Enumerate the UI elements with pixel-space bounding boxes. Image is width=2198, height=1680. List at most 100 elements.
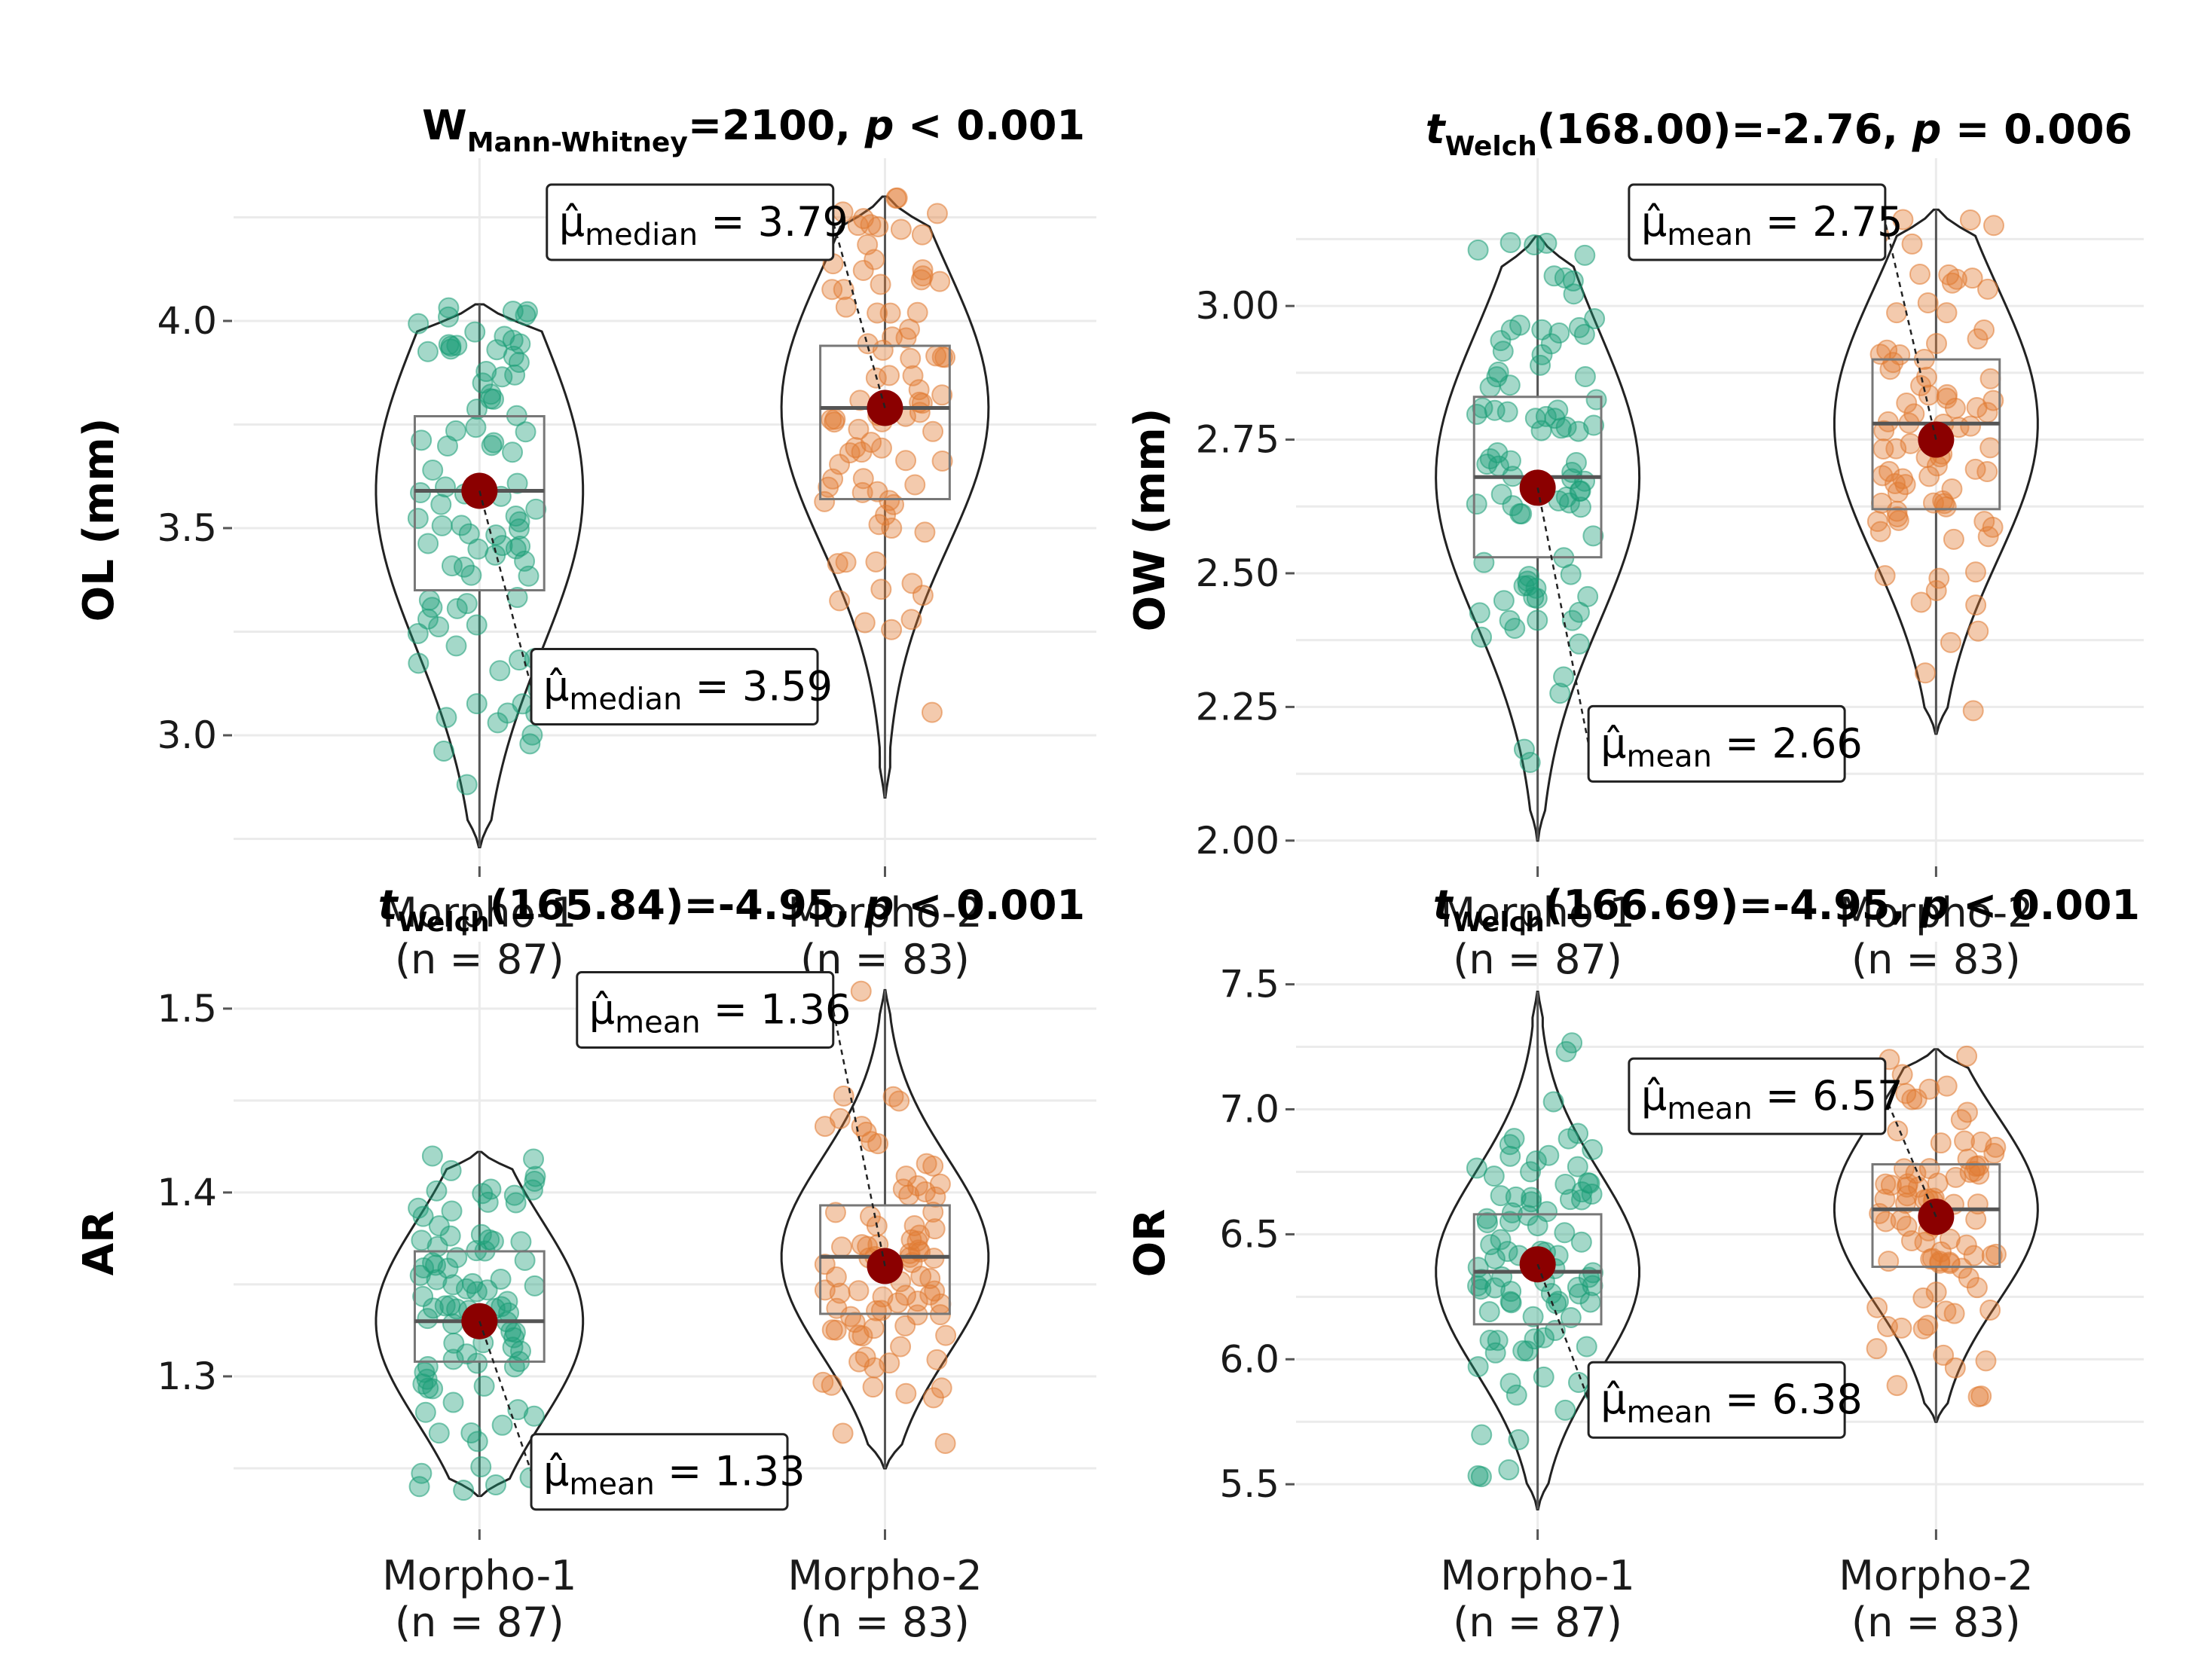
- data-point: [446, 597, 468, 619]
- data-point: [1973, 319, 1995, 341]
- data-point: [417, 341, 439, 362]
- data-point: [827, 553, 848, 575]
- data-point: [1549, 683, 1571, 704]
- data-point: [440, 338, 462, 360]
- data-point: [422, 1297, 444, 1319]
- data-point: [1521, 1191, 1542, 1213]
- x-n-label: (n = 87): [395, 1599, 564, 1646]
- x-n-label: (n = 83): [1851, 1599, 2021, 1646]
- mu-value: = 1.36: [701, 986, 851, 1034]
- data-point: [1533, 1366, 1554, 1388]
- label-text: μ̂mean = 1.36: [589, 986, 851, 1040]
- data-point: [1560, 564, 1582, 585]
- data-point: [890, 1336, 912, 1358]
- stat-symbol: t: [1426, 105, 1447, 153]
- data-point: [414, 1401, 436, 1423]
- data-point: [833, 1085, 854, 1107]
- data-point: [417, 608, 439, 630]
- data-point: [1958, 1267, 1979, 1289]
- x-category-label: Morpho-1: [382, 889, 576, 936]
- label-leader: [1884, 1095, 1937, 1217]
- data-point: [518, 565, 540, 587]
- data-point: [882, 326, 903, 348]
- data-point: [1467, 1356, 1489, 1378]
- data-point: [1548, 322, 1570, 344]
- data-point: [1501, 1202, 1523, 1223]
- data-point: [466, 399, 488, 420]
- data-point: [1502, 495, 1524, 517]
- stat-symbol: t: [378, 881, 399, 929]
- data-point: [832, 1422, 854, 1444]
- data-point: [408, 1476, 430, 1498]
- y-axis-title: OL (mm): [75, 418, 124, 622]
- mu-hat: μ̂: [543, 663, 569, 710]
- data-point: [1939, 1253, 1961, 1275]
- data-point: [1568, 601, 1590, 623]
- stat-value: (168.00)=-2.76,: [1537, 105, 1912, 153]
- data-point: [1467, 1465, 1489, 1486]
- data-point: [1909, 264, 1931, 286]
- data-point: [1503, 1128, 1525, 1150]
- data-point: [456, 593, 478, 615]
- data-point: [1567, 1123, 1589, 1144]
- data-point: [821, 1374, 842, 1396]
- data-point: [925, 345, 947, 367]
- data-point: [922, 420, 944, 442]
- data-point: [411, 429, 433, 451]
- p-symbol: p: [1912, 105, 1942, 153]
- data-point: [835, 296, 857, 318]
- data-point: [935, 1324, 957, 1346]
- data-point: [1559, 1189, 1581, 1211]
- data-point: [466, 1281, 488, 1303]
- mu-hat: μ̂: [1600, 719, 1626, 767]
- data-point: [835, 551, 857, 573]
- data-point: [1553, 666, 1575, 688]
- data-point: [908, 379, 930, 401]
- data-point: [1925, 579, 1947, 601]
- data-point: [1925, 1281, 1947, 1303]
- data-point: [412, 1205, 434, 1227]
- data-point: [497, 702, 518, 724]
- data-point: [1466, 1157, 1487, 1179]
- data-point: [428, 616, 450, 638]
- mu-subscript: mean: [1667, 218, 1752, 252]
- data-point: [1917, 292, 1939, 313]
- label-box: [1587, 704, 1846, 783]
- label-box: [530, 1433, 789, 1511]
- data-point: [881, 518, 903, 539]
- data-point: [436, 707, 457, 729]
- data-point: [1540, 1282, 1562, 1304]
- mu-hat: μ̂: [589, 986, 615, 1034]
- data-point: [900, 609, 922, 631]
- mu-value: = 2.75: [1753, 198, 1903, 246]
- label-box: [546, 183, 835, 261]
- data-point: [861, 432, 882, 454]
- data-point: [1874, 565, 1896, 587]
- data-point: [411, 1462, 433, 1484]
- data-point: [477, 1191, 499, 1213]
- data-point: [934, 1433, 956, 1455]
- data-point: [1933, 1344, 1955, 1366]
- label-leader: [478, 1321, 533, 1473]
- data-point: [1531, 344, 1553, 365]
- box-iqr: [413, 415, 546, 591]
- data-point: [1492, 341, 1514, 362]
- x-category-label: Morpho-1: [382, 1552, 576, 1599]
- data-point: [1563, 283, 1585, 305]
- data-point: [931, 346, 953, 368]
- data-point: [446, 1247, 468, 1269]
- data-point: [515, 304, 537, 326]
- box-iqr: [1871, 1162, 2001, 1269]
- stat-subtitle: tWelch(165.84)=-4.95, p < 0.001: [378, 881, 1085, 938]
- data-point: [1479, 1330, 1501, 1352]
- data-point: [862, 1376, 884, 1398]
- data-point: [524, 1275, 546, 1297]
- data-point: [870, 579, 892, 600]
- data-point: [1866, 1297, 1888, 1318]
- mu-value: = 3.59: [682, 663, 833, 710]
- data-point: [1513, 738, 1535, 760]
- data-point: [1960, 415, 1982, 437]
